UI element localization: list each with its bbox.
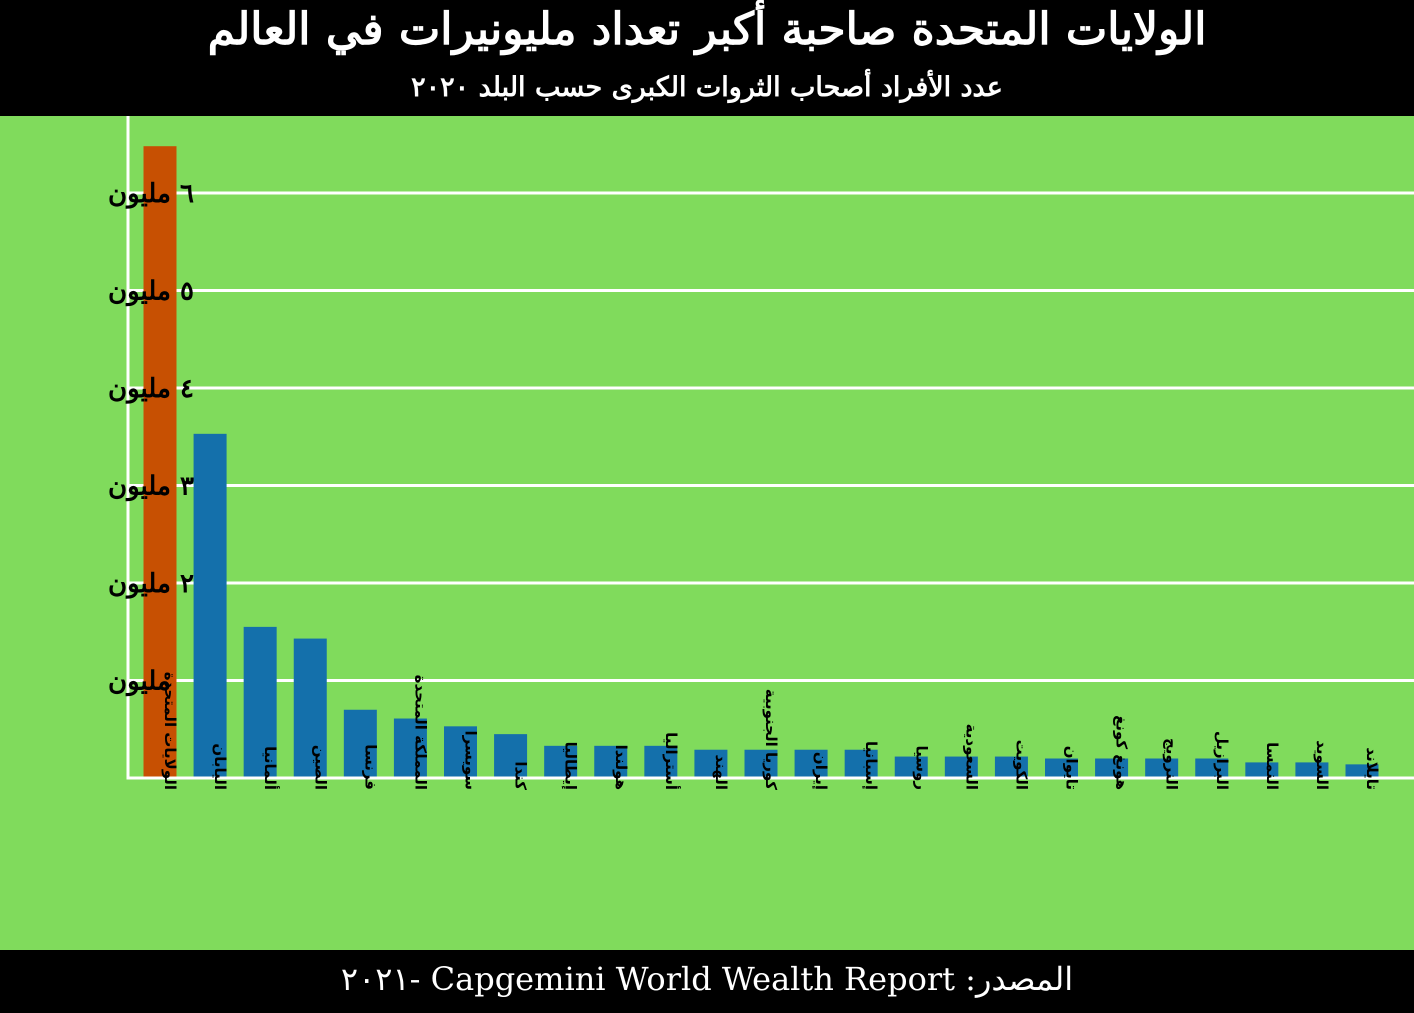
bar-3 bbox=[243, 626, 277, 778]
y-tick-label-1: مليون bbox=[108, 667, 171, 697]
x-tick-label-22: البرازيل bbox=[1213, 731, 1231, 790]
y-tick-labels: مليون ٢ مليون ٣ مليون ٤ مليون ٥ مليون ٦ مليون bbox=[108, 179, 194, 697]
x-tick-label-10: هولندا bbox=[612, 745, 630, 790]
chart-title: الولايات المتحدة صاحبة أكبر تعداد مليوني… bbox=[207, 4, 1207, 55]
y-tick-label-6: ٦ مليون bbox=[108, 179, 194, 209]
x-tick-label-17: السعودية bbox=[962, 724, 980, 790]
x-tick-label-4: الصين bbox=[311, 745, 329, 790]
bar-20 bbox=[1095, 758, 1129, 778]
axes bbox=[126, 116, 1414, 780]
bar-15 bbox=[844, 749, 878, 778]
x-tick-label-13: كوريا الجنوبية bbox=[762, 689, 780, 790]
bar-6 bbox=[393, 718, 427, 778]
chart-subtitle: عدد الأفراد أصحاب الثروات الكبرى حسب الب… bbox=[411, 72, 1003, 103]
bar-22 bbox=[1195, 758, 1229, 778]
y-tick-label-2: ٢ مليون bbox=[108, 569, 194, 599]
bar-7 bbox=[444, 726, 477, 778]
x-tick-label-3: ألمانيا bbox=[261, 746, 280, 790]
x-tick-label-24: السويد bbox=[1313, 740, 1331, 790]
bar-11 bbox=[644, 745, 678, 778]
x-tick-label-6: المملكة المتحدة bbox=[411, 675, 429, 790]
x-tick-label-12: الهند bbox=[712, 755, 730, 790]
x-tick-label-20: هونغ كونغ bbox=[1113, 715, 1131, 790]
bar-4 bbox=[293, 638, 327, 778]
bar-9 bbox=[544, 745, 578, 778]
bar-14 bbox=[794, 749, 828, 778]
x-tick-label-23: النمسا bbox=[1263, 742, 1281, 790]
x-tick-label-25: تايلاند bbox=[1363, 747, 1381, 790]
bar-19 bbox=[1045, 758, 1078, 778]
bar-17 bbox=[944, 756, 978, 778]
source-note: المصدر: Capgemini World Wealth Report -٢… bbox=[340, 960, 1074, 998]
x-tick-label-1: الولايات المتحدة bbox=[161, 672, 179, 790]
bar-10 bbox=[594, 745, 628, 778]
x-tick-label-16: روسيا bbox=[912, 746, 930, 790]
bar-8 bbox=[494, 734, 528, 778]
gridlines bbox=[128, 191, 1414, 682]
x-tick-label-18: الكويت bbox=[1012, 740, 1030, 790]
x-tick-label-9: إيطاليا bbox=[562, 742, 580, 790]
y-tick-label-5: ٥ مليون bbox=[108, 277, 194, 307]
x-tick-label-11: أستراليا bbox=[662, 732, 681, 790]
bar-1 bbox=[143, 146, 177, 778]
x-tick-label-19: تايوان bbox=[1063, 746, 1081, 790]
x-tick-label-21: النرويج bbox=[1163, 738, 1181, 790]
y-tick-label-3: ٣ مليون bbox=[108, 472, 194, 502]
bar-5 bbox=[343, 709, 377, 778]
x-tick-label-15: إسبانيا bbox=[862, 741, 880, 790]
bar-16 bbox=[894, 756, 928, 778]
bar-25 bbox=[1345, 764, 1379, 778]
x-tick-labels: الولايات المتحدة اليابان ألمانيا الصين فرنسا… bbox=[161, 672, 1381, 790]
bar-18 bbox=[994, 756, 1028, 778]
plot-area bbox=[0, 116, 1414, 950]
chart-footer: المصدر: Capgemini World Wealth Report -٢… bbox=[0, 950, 1414, 1013]
bar-2 bbox=[193, 433, 227, 778]
y-tick-label-4: ٤ مليون bbox=[108, 374, 194, 404]
bar-12 bbox=[694, 749, 728, 778]
x-tick-label-8: كندا bbox=[512, 761, 530, 790]
x-tick-label-7: سويسرا bbox=[462, 730, 480, 790]
x-tick-label-5: فرنسا bbox=[361, 744, 379, 790]
bar-13 bbox=[744, 749, 778, 778]
chart-header: الولايات المتحدة صاحبة أكبر تعداد مليوني… bbox=[0, 0, 1414, 116]
x-tick-label-14: إيران bbox=[812, 752, 830, 790]
bar-24 bbox=[1295, 762, 1329, 778]
bar-21 bbox=[1145, 758, 1179, 778]
bars bbox=[143, 146, 1379, 778]
bar-23 bbox=[1245, 762, 1279, 778]
x-tick-label-2: اليابان bbox=[211, 743, 229, 790]
